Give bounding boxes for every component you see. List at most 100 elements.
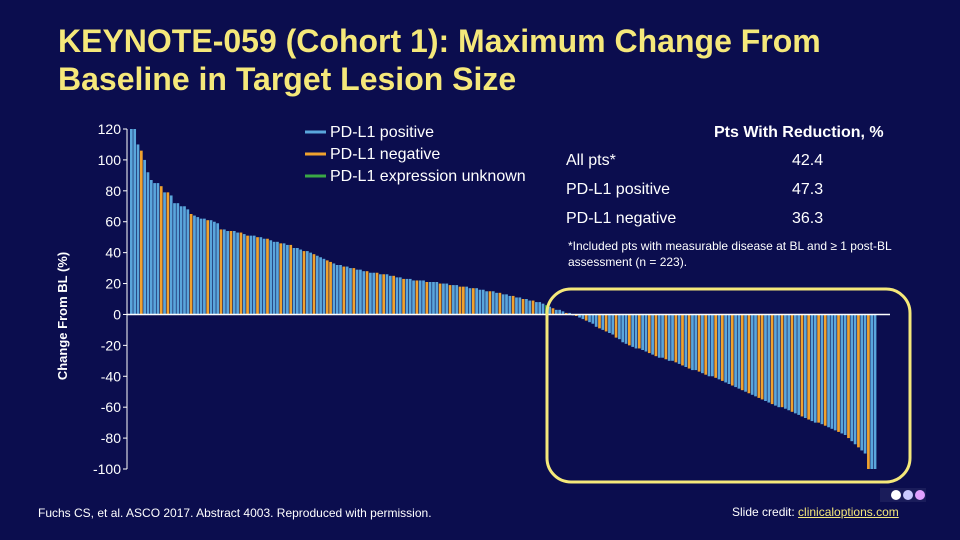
- bar: [800, 314, 804, 417]
- bar: [717, 314, 721, 380]
- bar: [558, 309, 561, 315]
- bar: [209, 220, 213, 315]
- bar: [222, 229, 226, 315]
- bar: [568, 312, 571, 315]
- legend-label: PD-L1 negative: [330, 146, 440, 163]
- bar: [395, 277, 399, 315]
- table-header: Pts With Reduction, %: [714, 124, 884, 141]
- bar: [146, 172, 150, 315]
- bar: [203, 218, 206, 315]
- bar: [319, 257, 322, 315]
- slide-title-line-1: KEYNOTE-059 (Cohort 1): Maximum Change F…: [58, 23, 821, 59]
- bar: [418, 280, 422, 315]
- bar: [369, 272, 372, 315]
- bar: [199, 218, 203, 315]
- bar: [857, 314, 860, 448]
- bar: [299, 249, 303, 315]
- slide-title: KEYNOTE-059 (Cohort 1): Maximum Change F…: [58, 22, 938, 98]
- bar: [803, 314, 807, 418]
- bar: [249, 235, 253, 315]
- bar: [777, 314, 781, 408]
- bar: [432, 282, 435, 315]
- bar: [867, 314, 870, 469]
- bar: [724, 314, 727, 383]
- bar: [362, 271, 366, 315]
- bar: [714, 314, 718, 378]
- bar: [651, 314, 654, 355]
- bar: [744, 314, 747, 392]
- bar: [468, 288, 472, 315]
- y-tick-label: -40: [101, 368, 121, 384]
- bar: [647, 314, 651, 354]
- bar: [342, 266, 346, 315]
- bar: [292, 248, 296, 315]
- bar: [226, 231, 229, 315]
- legend-label: PD-L1 positive: [330, 124, 434, 141]
- bar: [701, 314, 704, 374]
- bar: [475, 288, 478, 315]
- bar: [163, 192, 166, 315]
- bar: [601, 314, 605, 330]
- bar: [584, 314, 588, 321]
- highlight-box: [545, 287, 912, 484]
- bar: [797, 314, 801, 415]
- bar: [827, 314, 830, 428]
- bar: [262, 238, 266, 315]
- bar: [445, 283, 449, 315]
- bar: [481, 289, 485, 315]
- bar: [677, 314, 681, 364]
- bar: [820, 314, 824, 425]
- bar: [272, 241, 276, 315]
- bar: [359, 269, 362, 315]
- y-tick-label: 120: [98, 121, 122, 137]
- bar: [143, 159, 146, 315]
- y-tick-label: 40: [105, 245, 121, 261]
- bar: [169, 195, 173, 315]
- table-row: PD-L1 negative 36.3: [566, 210, 916, 232]
- bar: [780, 314, 784, 408]
- y-tick-label: 100: [98, 152, 122, 168]
- bar: [415, 280, 419, 315]
- bar: [259, 237, 263, 315]
- bar: [727, 314, 731, 384]
- bar: [495, 292, 498, 315]
- bar: [637, 314, 641, 349]
- bar: [302, 251, 306, 315]
- bar: [236, 232, 239, 315]
- table-row: All pts* 42.4: [566, 152, 916, 174]
- bar: [398, 277, 402, 315]
- bar: [541, 303, 545, 315]
- bar: [850, 314, 854, 442]
- y-tick-label: 0: [113, 306, 121, 322]
- bar: [216, 223, 220, 315]
- bar: [325, 260, 329, 315]
- bar: [707, 314, 711, 377]
- bar: [790, 314, 794, 412]
- bar: [309, 252, 312, 315]
- bar: [591, 314, 595, 324]
- bar: [674, 314, 678, 363]
- bar: [860, 314, 864, 451]
- credit-link[interactable]: clinicaloptions.com: [798, 505, 899, 519]
- bar: [525, 299, 528, 315]
- bar: [159, 186, 163, 315]
- row-label: All pts*: [566, 152, 616, 169]
- bar: [471, 288, 475, 315]
- bar: [750, 314, 754, 395]
- bar: [349, 268, 352, 315]
- source-citation: Fuchs CS, et al. ASCO 2017. Abstract 400…: [38, 506, 432, 520]
- bar: [305, 251, 309, 315]
- bar: [564, 312, 568, 315]
- bar: [654, 314, 658, 357]
- bar: [704, 314, 708, 375]
- bar: [830, 314, 834, 429]
- table-row: PD-L1 positive 47.3: [566, 181, 916, 203]
- bar: [764, 314, 767, 401]
- bar: [239, 232, 243, 315]
- bar: [166, 192, 170, 315]
- bar: [332, 263, 336, 315]
- bar: [372, 272, 376, 315]
- bar: [511, 295, 515, 315]
- bar: [242, 234, 246, 315]
